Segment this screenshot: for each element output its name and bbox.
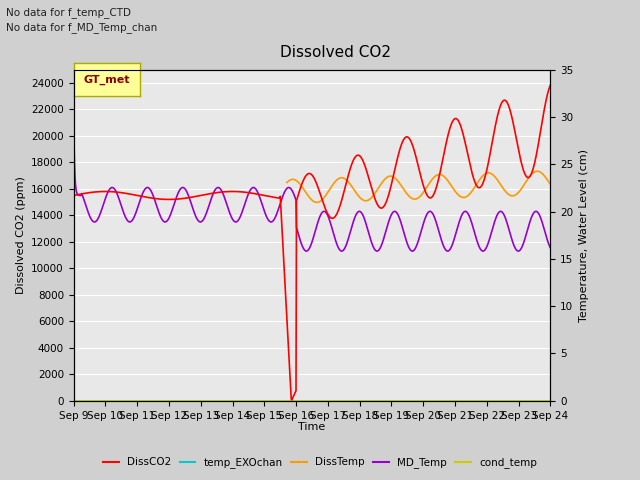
Title: Dissolved CO2: Dissolved CO2 [280, 46, 391, 60]
X-axis label: Time: Time [298, 422, 326, 432]
Text: No data for f_temp_CTD: No data for f_temp_CTD [6, 7, 131, 18]
Y-axis label: Temperature, Water Level (cm): Temperature, Water Level (cm) [579, 149, 589, 322]
Y-axis label: Dissolved CO2 (ppm): Dissolved CO2 (ppm) [15, 176, 26, 294]
Legend: DissCO2, temp_EXOchan, DissTemp, MD_Temp, cond_temp: DissCO2, temp_EXOchan, DissTemp, MD_Temp… [99, 453, 541, 472]
Text: No data for f_MD_Temp_chan: No data for f_MD_Temp_chan [6, 22, 157, 33]
